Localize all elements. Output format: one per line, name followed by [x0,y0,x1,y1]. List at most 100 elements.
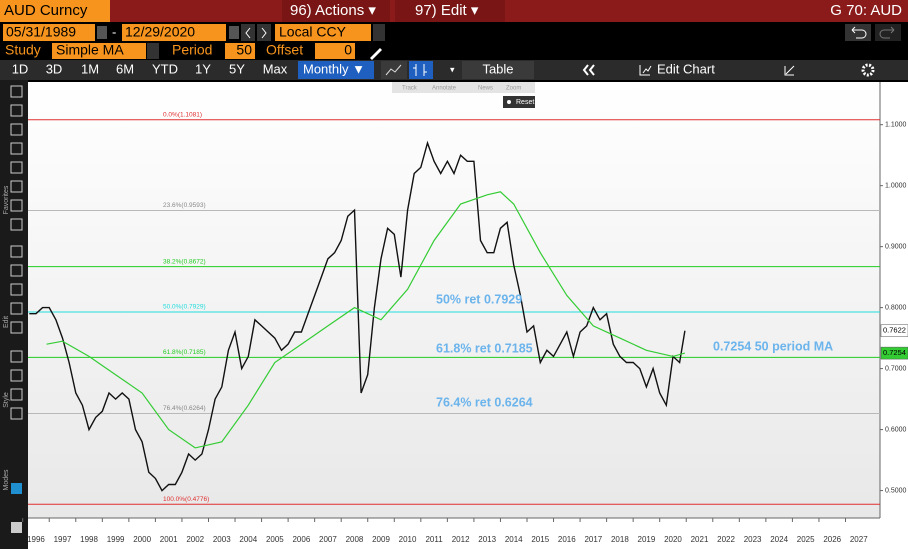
side-label: Favorites [3,185,10,214]
x-tick-label: 2025 [797,535,815,544]
range-button[interactable]: 1Y [195,61,211,76]
currency-field[interactable] [275,24,371,41]
start-date: 05/31/1989 [6,24,76,40]
x-tick-label: 2019 [638,535,656,544]
fib-label: 23.6%(0.9593) [163,202,206,209]
start-date-field[interactable] [3,24,95,41]
side-tool[interactable] [10,283,23,296]
side-tool[interactable] [10,199,23,212]
actions-menu[interactable] [282,0,390,22]
line-tool[interactable] [381,61,407,79]
side-tool[interactable] [10,407,23,420]
side-tool[interactable] [10,264,23,277]
x-tick-label: 2021 [691,535,709,544]
edit-chart[interactable]: Edit Chart [657,61,715,76]
x-tick-label: 2003 [213,535,231,544]
line-icon [385,64,402,76]
annotate-icon[interactable] [784,65,795,76]
y-tick-label: 0.5000 [885,487,907,494]
series-line [46,191,686,449]
next-button[interactable] [257,24,271,41]
range-button[interactable]: 1M [81,61,99,76]
side-label: Modes [3,469,10,491]
side-tool[interactable] [10,218,23,231]
x-tick-label: 2006 [292,535,310,544]
reset-icon [507,100,511,104]
range-button[interactable]: 1D [12,61,29,76]
side-tool[interactable] [10,321,23,334]
annotation: 50% ret 0.7929 [436,292,522,306]
offset-field[interactable] [315,43,355,59]
dropdown[interactable] [147,43,159,59]
frequency-button[interactable] [298,61,374,79]
prev-button[interactable] [241,24,255,41]
range-button[interactable]: 6M [116,61,134,76]
x-tick-label: 2012 [452,535,470,544]
dropdown[interactable] [373,24,385,41]
bar-icon [413,64,427,76]
side-tool[interactable] [10,180,23,193]
chart-tool[interactable]: Zoom [506,86,521,92]
collapse-icon[interactable] [582,64,595,76]
chart-tool[interactable]: Annotate [432,86,457,92]
side-tool[interactable] [10,302,23,315]
range-button[interactable]: 5Y [229,61,245,76]
dropdown[interactable]: ▾ [450,64,455,74]
end-date-field[interactable] [122,24,226,41]
period-field[interactable] [225,43,255,59]
side-tool[interactable] [10,161,23,174]
side-tool[interactable] [10,245,23,258]
settings-icon[interactable] [861,63,875,77]
side-tool[interactable] [10,123,23,136]
table-button[interactable] [462,61,534,79]
plot-area [28,82,880,518]
x-tick-label: 2020 [664,535,682,544]
x-tick-label: 2026 [823,535,841,544]
chart-tools: Track Annotate News Zoom [402,86,521,92]
side-tool[interactable] [10,369,23,382]
security: AUD Curncy [4,2,88,19]
frequency: Monthly ▼ [303,61,365,76]
side-tool[interactable] [10,104,23,117]
y-tick-label: 0.6000 [885,426,907,433]
x-tick-label: 2027 [850,535,868,544]
side-tool[interactable] [10,388,23,401]
chart-tool[interactable]: News [478,86,493,92]
redo-icon [879,26,895,39]
actions: 96) Actions ▾ [290,2,376,19]
range-button[interactable]: 3D [46,61,63,76]
side-tool[interactable] [11,522,22,533]
x-tick-label: 1996 [27,535,45,544]
y-tick-label: 1.1000 [885,122,907,129]
side-tool[interactable] [10,350,23,363]
bar-tool[interactable] [409,61,433,79]
x-tick-label: 2001 [160,535,178,544]
side-tool[interactable] [10,142,23,155]
pen-icon[interactable] [370,48,382,60]
side-tool[interactable] [11,483,22,494]
reset-button[interactable] [503,96,535,108]
next-arrow [261,27,267,39]
offset: 0 [344,42,352,58]
edit-menu[interactable] [395,0,505,22]
side-tool[interactable] [10,85,23,98]
reset: Reset [516,99,534,106]
range-button[interactable]: YTD [152,61,178,76]
y-tick-label: 0.9000 [885,243,907,250]
range-buttons: 1D 3D 1M 6M YTD 1Y 5Y Max [12,61,288,76]
security-field[interactable] [0,0,110,22]
study-field[interactable] [52,43,146,59]
annotation: 61.8% ret 0.7185 [436,341,533,355]
series-line [29,140,686,492]
x-tick-label: 2011 [425,535,443,544]
fib-label: 38.2%(0.8672) [163,258,206,265]
calendar-icon[interactable] [229,26,239,39]
fib-label: 0.0%(1.1081) [163,111,202,118]
range-button[interactable]: Max [263,61,288,76]
undo-icon [851,26,867,39]
x-tick-label: 1997 [54,535,72,544]
chart-tool[interactable]: Track [402,86,418,92]
calendar-icon[interactable] [97,26,107,39]
